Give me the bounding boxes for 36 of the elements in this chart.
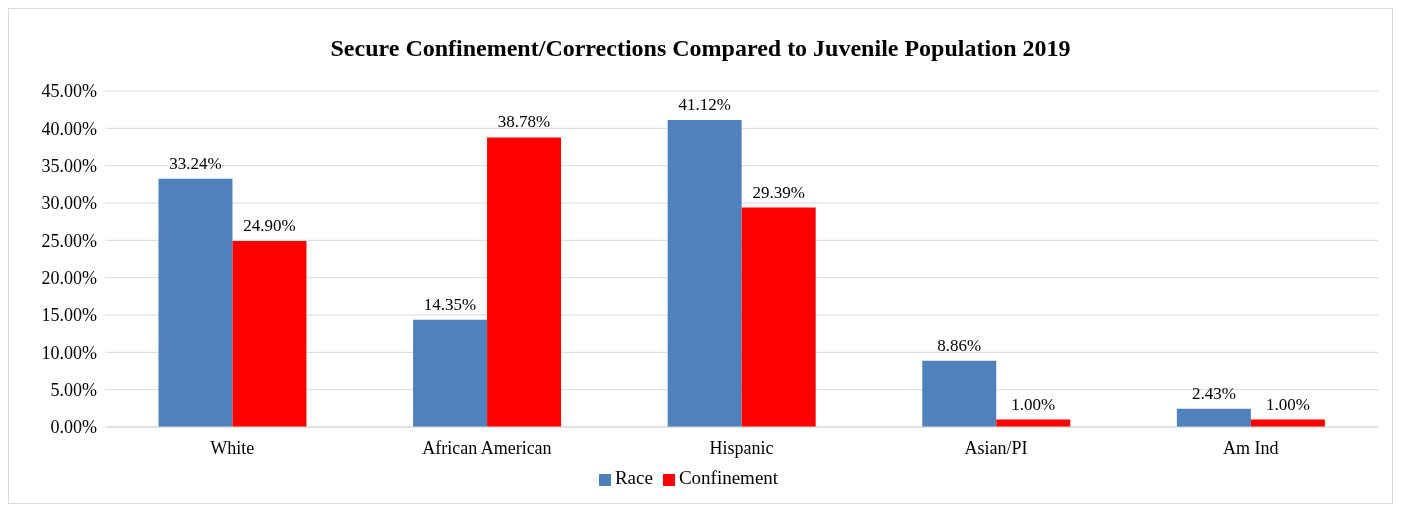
data-label: 41.12% <box>678 94 731 114</box>
data-label: 8.86% <box>937 335 982 355</box>
y-tick-label: 10.00% <box>41 342 97 363</box>
y-tick-label: 20.00% <box>41 268 97 289</box>
bar <box>413 319 488 427</box>
x-tick-label: African American <box>422 437 552 458</box>
y-tick-label: 40.00% <box>41 118 97 139</box>
legend-label: Race <box>614 467 653 488</box>
bar <box>741 207 816 427</box>
x-tick-label: Am Ind <box>1222 437 1279 458</box>
bar <box>1176 408 1251 427</box>
y-tick-label: 30.00% <box>41 193 97 214</box>
x-tick-label: Asian/PI <box>964 437 1028 458</box>
data-label: 14.35% <box>423 294 477 314</box>
bar <box>922 360 997 427</box>
y-tick-label: 15.00% <box>41 305 97 326</box>
y-tick-label: 5.00% <box>50 380 97 401</box>
data-label: 29.39% <box>752 182 805 202</box>
data-label: 1.00% <box>1011 394 1056 414</box>
x-tick-label: Hispanic <box>709 437 774 458</box>
y-tick-label: 25.00% <box>41 230 97 251</box>
chart-title: Secure Confinement/Corrections Compared to Juvenile Population 2019 <box>329 35 1072 62</box>
bar <box>487 137 562 427</box>
y-tick-label: 45.00% <box>41 81 97 102</box>
x-tick-label: White <box>210 437 255 458</box>
bar <box>232 241 307 427</box>
data-label: 1.00% <box>1265 394 1310 414</box>
data-label: 38.78% <box>497 112 551 132</box>
y-tick-label: 35.00% <box>41 156 97 177</box>
bar <box>667 119 742 427</box>
data-label: 24.90% <box>243 216 296 236</box>
y-tick-label: 0.00% <box>50 417 97 438</box>
legend-label: Confinement <box>678 467 779 488</box>
data-label: 2.43% <box>1191 383 1236 403</box>
bar <box>158 178 233 427</box>
data-label: 33.24% <box>169 153 222 173</box>
